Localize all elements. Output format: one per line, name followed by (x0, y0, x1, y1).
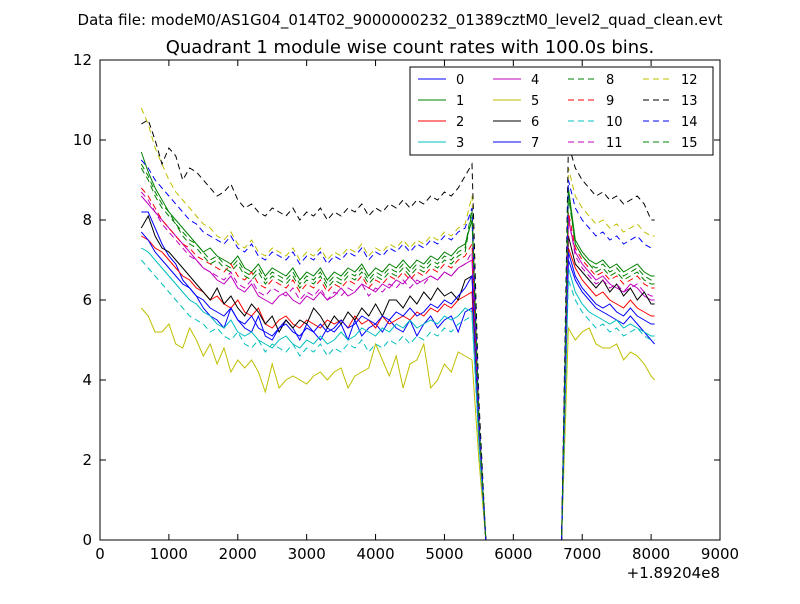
y-tick-label: 8 (82, 211, 92, 229)
legend-label-0: 0 (456, 73, 464, 88)
series-line-12 (140, 107, 655, 541)
x-tick-label: 6000 (494, 545, 532, 563)
y-tick-label: 2 (82, 451, 92, 469)
series-line-9 (140, 187, 655, 541)
y-tick-label: 0 (82, 531, 92, 549)
legend-label-1: 1 (456, 94, 464, 109)
legend-label-11: 11 (606, 136, 623, 151)
series-line-15 (140, 167, 655, 541)
series-line-13 (141, 119, 655, 541)
series-line-5 (140, 307, 655, 541)
series-line-4 (140, 195, 655, 541)
series-line-6 (140, 214, 655, 541)
series-line-2 (141, 235, 655, 541)
x-tick-label: 9000 (701, 545, 739, 563)
series-line-14 (140, 159, 655, 541)
chart-title: Quadrant 1 module wise count rates with … (166, 37, 655, 58)
axis-ticks: 0 1000 2000 3000 4000 5000 6000 7000 8000 9000 0 2 4… (73, 51, 739, 563)
legend-box (409, 66, 714, 156)
x-axis-offset-label: +1.89204e8 (627, 564, 720, 582)
legend-label-3: 3 (456, 136, 464, 151)
legend-label-7: 7 (531, 136, 539, 151)
y-tick-label: 10 (73, 131, 92, 149)
y-tick-label: 12 (73, 51, 92, 69)
legend-label-9: 9 (606, 94, 614, 109)
x-tick-label: 3000 (288, 545, 326, 563)
x-tick-label: 5000 (425, 545, 463, 563)
series-line-7 (140, 231, 655, 541)
legend-label-12: 12 (681, 73, 698, 88)
series-layer (140, 107, 655, 541)
legend-label-13: 13 (681, 94, 698, 109)
series-line-0 (141, 211, 655, 541)
legend-label-8: 8 (606, 73, 614, 88)
series-line-3 (141, 247, 655, 541)
x-tick-label: 4000 (356, 545, 394, 563)
legend-label-15: 15 (681, 136, 698, 151)
chart-suptitle: Data file: modeM0/AS1G04_014T02_90000002… (78, 11, 723, 30)
legend-label-10: 10 (606, 115, 623, 130)
y-tick-label: 6 (82, 291, 92, 309)
y-tick-label: 4 (82, 371, 92, 389)
legend-label-14: 14 (681, 115, 698, 130)
x-tick-label: 8000 (632, 545, 670, 563)
series-line-8 (140, 163, 655, 541)
x-tick-label: 1000 (150, 545, 188, 563)
legend-label-2: 2 (456, 115, 464, 130)
legend-label-6: 6 (531, 115, 539, 130)
series-line-1 (140, 151, 655, 541)
legend-label-5: 5 (531, 94, 539, 109)
series-line-10 (140, 259, 655, 541)
x-tick-label: 7000 (563, 545, 601, 563)
x-tick-label: 2000 (219, 545, 257, 563)
legend-label-4: 4 (531, 73, 539, 88)
x-tick-label: 0 (95, 545, 105, 563)
